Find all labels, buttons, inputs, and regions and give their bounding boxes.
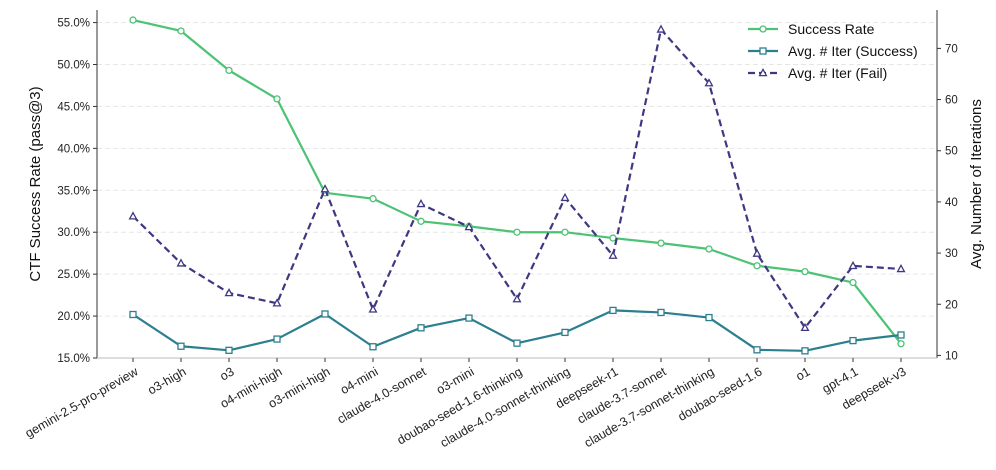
x-tick-label: claude-4.0-sonnet (335, 364, 429, 426)
data-point (561, 328, 569, 337)
legend-marker (759, 47, 767, 55)
data-point (897, 340, 905, 348)
data-point (609, 306, 617, 315)
y-tick-label: 45.0% (57, 101, 90, 113)
right-y-ticks: 10 20 30 40 50 60 70 (937, 43, 958, 362)
data-point (849, 336, 857, 345)
legend-label: Success Rate (788, 21, 875, 37)
y-tick-label: 20.0% (57, 311, 90, 323)
y-axis-title: CTF Success Rate (pass@3) (27, 86, 44, 281)
data-point (177, 342, 185, 350)
data-point (801, 267, 809, 276)
data-point (704, 78, 714, 87)
y2-tick-label: 30 (945, 248, 958, 260)
legend: Success Rate Avg. # Iter (Success) Avg. # … (748, 21, 918, 81)
data-point (657, 308, 665, 317)
data-point (657, 239, 665, 247)
data-point (849, 278, 857, 287)
data-point (369, 195, 377, 203)
data-point (561, 228, 569, 236)
y-tick-label: 50.0% (57, 60, 90, 72)
legend-item: Success Rate (748, 21, 875, 37)
data-point (225, 346, 233, 354)
x-tick-label: o1 (793, 364, 812, 383)
data-point (513, 339, 521, 347)
y-tick-label: 30.0% (57, 227, 90, 239)
series-avg-iter-success (129, 306, 905, 355)
data-point (176, 258, 186, 267)
y2-axis-title: Avg. Number of Iterations (968, 99, 985, 269)
data-point (801, 347, 809, 355)
series-line (132, 28, 902, 329)
data-point (321, 310, 329, 318)
data-point (369, 343, 377, 351)
data-point (560, 192, 570, 202)
x-tick-label: doubao-seed-1.6 (676, 364, 765, 423)
y-tick-label: 25.0% (57, 269, 90, 281)
legend-marker (758, 68, 768, 77)
y2-tick-label: 20 (945, 299, 958, 311)
data-point (464, 222, 474, 231)
data-point (368, 304, 378, 313)
grid-lines (97, 22, 937, 359)
left-y-ticks: 15.0% 20.0% 25.0% 30.0% 35.0% 40.0% 45.0% 50.0%… (57, 18, 97, 365)
y-tick-label: 35.0% (57, 185, 90, 197)
data-point (417, 217, 425, 225)
data-point (273, 95, 281, 103)
data-point (705, 245, 713, 253)
y2-tick-label: 70 (945, 43, 958, 55)
data-point (129, 310, 137, 319)
legend-marker (759, 25, 767, 33)
data-point (896, 264, 906, 273)
data-point (128, 211, 138, 220)
axes (96, 10, 938, 359)
y2-tick-label: 50 (945, 146, 958, 158)
data-point (320, 184, 330, 193)
data-point (705, 313, 713, 322)
data-point (609, 234, 617, 242)
data-point (272, 298, 282, 307)
data-point (656, 24, 666, 33)
legend-label: Avg. # Iter (Fail) (788, 65, 887, 81)
data-point (752, 248, 762, 257)
data-point (177, 27, 185, 35)
y2-tick-label: 10 (945, 350, 958, 362)
data-point (512, 294, 522, 303)
data-point (129, 16, 137, 24)
y-tick-label: 55.0% (57, 18, 90, 30)
data-point (465, 314, 473, 322)
x-tick-label: o3 (217, 364, 236, 383)
y2-tick-label: 60 (945, 95, 958, 107)
x-ticks: gemini-2.5-pro-preview o3-high o3o4-mini-h… (23, 358, 909, 450)
data-point (753, 346, 761, 354)
data-point (608, 250, 618, 259)
x-tick-label: o3-high (145, 364, 188, 397)
data-point (753, 262, 761, 270)
y-tick-label: 40.0% (57, 143, 90, 155)
legend-item: Avg. # Iter (Fail) (748, 65, 887, 81)
legend-label: Avg. # Iter (Success) (788, 43, 918, 59)
y2-tick-label: 40 (945, 197, 958, 209)
data-point (273, 335, 281, 343)
data-point (224, 288, 234, 297)
data-point (225, 66, 233, 75)
data-point (417, 324, 425, 332)
x-tick-label: gemini-2.5-pro-preview (23, 364, 142, 441)
data-point (800, 322, 810, 332)
series-success-rate (129, 16, 905, 348)
data-point (513, 228, 521, 236)
data-point (897, 331, 905, 339)
data-point (848, 260, 858, 270)
y-tick-label: 15.0% (57, 353, 90, 365)
data-point (416, 199, 426, 208)
series-avg-iter-fail (128, 24, 906, 332)
series-layer (128, 16, 906, 355)
legend-item: Avg. # Iter (Success) (748, 43, 918, 59)
